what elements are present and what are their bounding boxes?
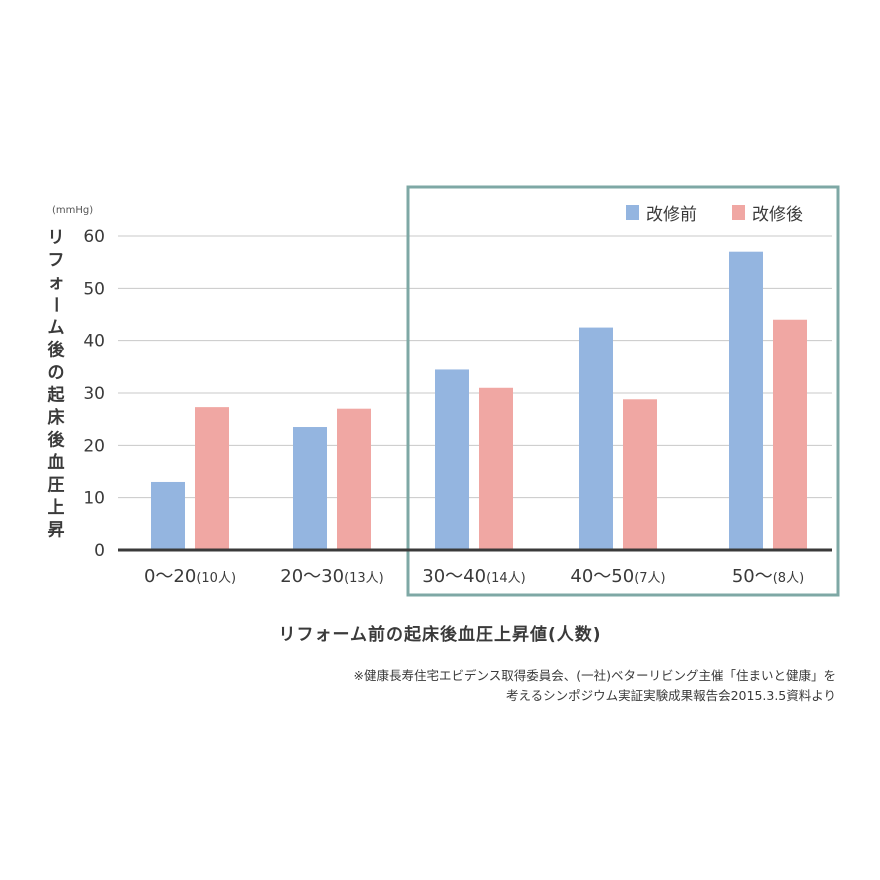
x-tick-label: 40〜50(7人) xyxy=(570,566,665,587)
legend-label-1: 改修前 xyxy=(646,205,697,225)
y-axis-title-char: の xyxy=(48,363,65,383)
highlight-frame xyxy=(406,185,840,597)
y-axis-title-char: 床 xyxy=(48,407,66,428)
y-tick-label: 60 xyxy=(83,227,105,247)
y-tick-label: 40 xyxy=(83,332,105,352)
x-tick-label: 0〜20(10人) xyxy=(144,566,236,587)
source-note-line-2: 考えるシンポジウム実証実験成果報告会2015.3.5資料より xyxy=(505,688,836,703)
bar-before-5 xyxy=(729,251,763,550)
bar-before-3 xyxy=(435,369,469,550)
legend-swatch-2 xyxy=(732,205,745,220)
y-tick-label: 20 xyxy=(83,436,105,456)
y-tick-label: 10 xyxy=(83,489,105,509)
x-tick-label: 20〜30(13人) xyxy=(280,566,384,587)
y-tick-label: 50 xyxy=(83,279,105,299)
source-note: ※健康長寿住宅エビデンス取得委員会、(一社)ベターリビング主催「住まいと健康」を… xyxy=(354,666,836,706)
y-axis-title-char: 血 xyxy=(48,452,65,473)
x-axis-title: リフォーム前の起床後血圧上昇値(人数) xyxy=(278,625,602,645)
y-axis-title-char: 圧 xyxy=(48,476,65,496)
y-tick-label: 30 xyxy=(83,384,105,404)
x-tick-label: 50〜(8人) xyxy=(732,566,804,587)
bar-before-1 xyxy=(151,481,185,550)
y-axis-title-char: 起 xyxy=(47,385,66,406)
legend-label-2: 改修後 xyxy=(752,205,803,225)
bar-after-4 xyxy=(623,399,657,550)
bar-after-5 xyxy=(773,319,807,550)
source-note-line-1: ※健康長寿住宅エビデンス取得委員会、(一社)ベターリビング主催「住まいと健康」を xyxy=(353,668,836,683)
bar-after-3 xyxy=(479,387,513,550)
bar-after-1 xyxy=(195,407,229,550)
y-axis-title-char: ォ xyxy=(48,273,65,293)
y-axis-title-char: 上 xyxy=(48,498,65,518)
y-axis-title-char: 後 xyxy=(48,340,66,361)
y-axis-title-char: ー xyxy=(45,296,65,313)
y-axis-title-char: リ xyxy=(48,228,65,248)
bar-after-2 xyxy=(337,408,371,550)
y-unit-label: (mmHg) xyxy=(52,205,93,216)
y-tick-label: 0 xyxy=(94,541,105,561)
y-axis-title-char: 昇 xyxy=(48,521,65,541)
bar-before-2 xyxy=(293,427,327,550)
y-axis-title-char: ム xyxy=(48,318,65,338)
y-axis-title-char: 後 xyxy=(48,430,66,451)
x-tick-label: 30〜40(14人) xyxy=(422,566,526,587)
bar-before-4 xyxy=(579,327,613,550)
legend-swatch-1 xyxy=(626,205,639,220)
y-axis-title-char: フ xyxy=(48,251,65,271)
